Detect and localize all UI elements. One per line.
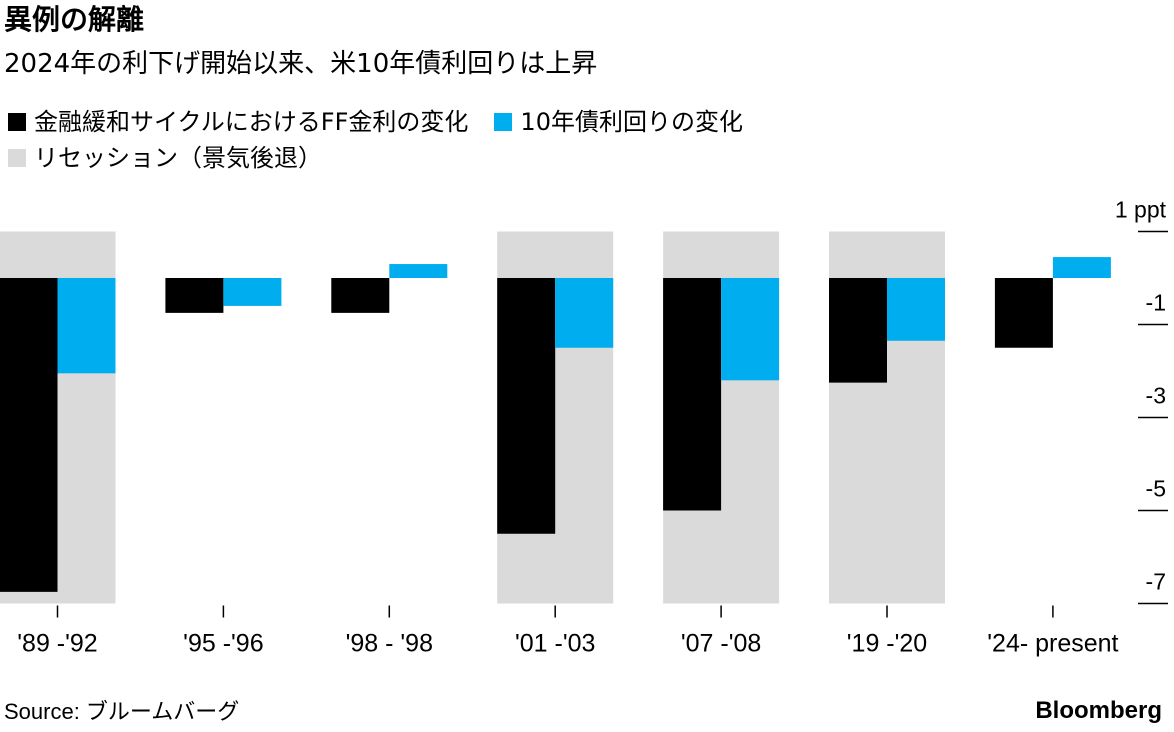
bloomberg-logo: Bloomberg (1035, 697, 1162, 724)
legend-item-recession: リセッション（景気後退） (8, 142, 322, 174)
source-note: Source: ブルームバーグ (4, 699, 240, 724)
bar-ff-rate (663, 278, 722, 511)
chart-subtitle: 2024年の利下げ開始以来、米10年債利回りは上昇 (4, 49, 598, 79)
legend-swatch-ff (8, 113, 26, 131)
x-tick-label: '95 -'96 (183, 630, 263, 658)
y-tick-label: -1 (1146, 290, 1166, 316)
bar-10yr-yield (389, 264, 448, 278)
legend-item-10yr: 10年債利回りの変化 (494, 106, 743, 138)
y-tick-label: -5 (1146, 476, 1166, 502)
bar-10yr-yield (57, 278, 116, 374)
bar-ff-rate (497, 278, 556, 534)
legend: 金融緩和サイクルにおけるFF金利の変化 10年債利回りの変化 (8, 106, 769, 138)
x-tick-label: '89 -'92 (17, 630, 97, 658)
bar-ff-rate (331, 278, 390, 313)
x-tick-label: '98 - '98 (346, 630, 433, 658)
chart-title: 異例の解離 (4, 3, 145, 36)
legend-label-10yr: 10年債利回りの変化 (520, 108, 743, 136)
bar-ff-rate (165, 278, 224, 313)
bar-10yr-yield (887, 278, 945, 341)
legend-row-2: リセッション（景気後退） (8, 142, 348, 174)
bar-ff-rate (0, 278, 58, 592)
bar-ff-rate (994, 278, 1053, 348)
x-tick-label: '01 -'03 (515, 630, 595, 658)
bar-10yr-yield (721, 278, 780, 381)
legend-label-recession: リセッション（景気後退） (34, 144, 322, 172)
legend-item-ff: 金融緩和サイクルにおけるFF金利の変化 (8, 106, 468, 138)
legend-swatch-recession (8, 149, 26, 167)
x-tick-label: '07 -'08 (681, 630, 761, 658)
bar-10yr-yield (1052, 257, 1111, 278)
legend-label-ff: 金融緩和サイクルにおけるFF金利の変化 (34, 108, 469, 136)
bar-10yr-yield (223, 278, 282, 306)
y-tick-label: -7 (1146, 569, 1166, 595)
bar-chart: 1 ppt -1 -3 -5 -7 '89 -'92 '95 -'96 '98 - '98 '0… (0, 197, 1168, 658)
y-tick-label: -3 (1146, 383, 1166, 409)
bar-ff-rate (829, 278, 887, 383)
x-tick-label: '19 -'20 (847, 630, 927, 658)
bar-10yr-yield (555, 278, 614, 348)
y-tick-label: 1 ppt (1115, 197, 1167, 223)
legend-swatch-10yr (494, 113, 513, 131)
x-tick-label: '24- present (987, 630, 1118, 658)
